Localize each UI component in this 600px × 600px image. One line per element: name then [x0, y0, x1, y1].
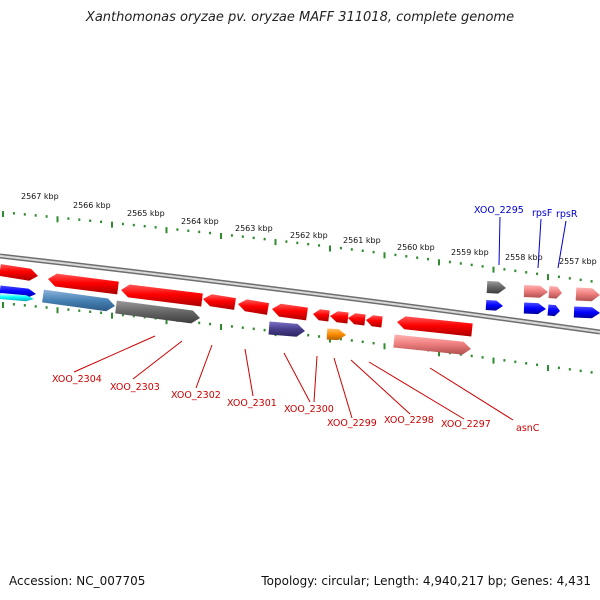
leader-line — [368, 361, 465, 420]
leader-line — [195, 344, 213, 389]
gene-label: XOO_2301 — [227, 398, 277, 409]
leader-line — [429, 367, 514, 421]
scale-label: 2563 kbp — [235, 224, 273, 233]
gene-arrow — [313, 309, 330, 322]
scale-label: 2560 kbp — [397, 243, 435, 252]
gene-arrow — [238, 299, 269, 315]
leader-line — [244, 348, 254, 397]
gene-arrow — [548, 286, 562, 299]
gene-arrow — [573, 306, 600, 319]
gene-arrow — [523, 302, 546, 315]
gene-label: XOO_2302 — [171, 390, 221, 401]
leader-line — [557, 220, 567, 269]
scale-label: 2564 kbp — [181, 217, 219, 226]
gene-arrow — [348, 313, 366, 326]
gene-arrow — [115, 300, 200, 324]
genome-summary-label: Topology: circular; Length: 4,940,217 bp… — [261, 574, 591, 588]
scale-label: 2566 kbp — [73, 201, 111, 210]
leader-line — [313, 355, 318, 403]
gene-arrow — [575, 287, 600, 302]
scale-label: 2557 kbp — [559, 257, 597, 266]
gene-arrow — [272, 303, 308, 321]
gene-label: XOO_2300 — [284, 404, 334, 415]
gene-arrow — [330, 311, 349, 324]
gene-label: XOO_2303 — [110, 382, 160, 393]
outer-scale-ticks — [2, 211, 593, 283]
accession-label: Accession: NC_007705 — [9, 574, 146, 588]
backbone-outer-line — [0, 253, 600, 335]
leader-line — [132, 340, 183, 380]
leader-line — [350, 359, 411, 415]
scale-label: 2559 kbp — [451, 248, 489, 257]
gene-label: rpsF — [532, 208, 552, 219]
gene-label: XOO_2298 — [384, 415, 434, 426]
leader-line — [73, 335, 156, 373]
gene-arrow — [203, 294, 236, 310]
gene-arrow — [48, 273, 119, 295]
gene-label: asnC — [516, 423, 540, 434]
scale-label: 2565 kbp — [127, 209, 165, 218]
leader-line — [537, 218, 542, 269]
gene-labels: XOO_2304 XOO_2303 XOO_2302 XOO_2301 XOO_2300… — [52, 205, 578, 434]
scale-label: 2558 kbp — [505, 253, 543, 262]
leader-line — [283, 352, 311, 403]
gene-label: XOO_2304 — [52, 374, 102, 385]
gene-arrow — [326, 328, 346, 341]
gene-label: rpsR — [556, 209, 578, 220]
scale-label: 2561 kbp — [343, 236, 381, 245]
scale-labels: 2567 kbp 2566 kbp 2565 kbp 2564 kbp 2563 kbp… — [21, 192, 597, 266]
label-leader-lines — [73, 216, 567, 421]
scale-label: 2567 kbp — [21, 192, 59, 201]
gene-arrow — [393, 334, 471, 355]
gene-label: XOO_2297 — [441, 419, 491, 430]
scale-label: 2562 kbp — [290, 231, 328, 240]
gene-arrow — [42, 289, 115, 312]
leader-line — [498, 216, 501, 266]
leader-line — [333, 357, 353, 419]
gene-features — [0, 264, 600, 355]
gene-arrow — [366, 315, 383, 328]
gene-arrow — [485, 300, 503, 311]
gene-arrow — [121, 284, 203, 307]
gene-label: XOO_2295 — [474, 205, 524, 216]
gene-arrow — [268, 321, 305, 337]
gene-label: XOO_2299 — [327, 418, 377, 429]
gene-arrow — [0, 264, 38, 281]
gene-arrow — [523, 285, 548, 298]
map-title: Xanthomonas oryzae pv. oryzae MAFF 31101… — [85, 10, 515, 25]
gene-arrow — [486, 281, 506, 294]
backbone-inner-line — [0, 255, 600, 333]
gene-arrow — [0, 293, 34, 302]
gene-arrow — [397, 316, 473, 337]
gene-arrow — [547, 304, 560, 317]
